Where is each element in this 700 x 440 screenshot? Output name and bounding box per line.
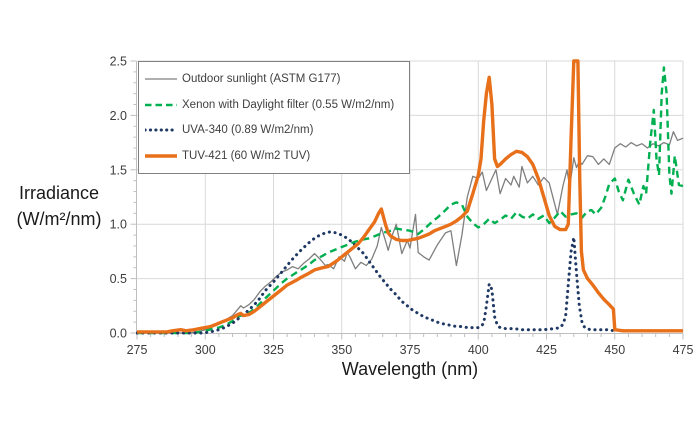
legend-label-tuv-421: TUV-421 (60 W/m2 TUV) (182, 150, 311, 163)
x-axis-tick-label: 275 (127, 343, 148, 357)
x-axis-tick-label: 475 (673, 343, 694, 357)
x-axis-tick-label: 450 (604, 343, 625, 357)
x-axis-tick-label: 350 (331, 343, 352, 357)
y-axis-tick-label: 1.5 (110, 163, 127, 177)
legend-item-outdoor-sunlight: Outdoor sunlight (ASTM G177) (145, 68, 403, 90)
x-axis-tick-label: 400 (468, 343, 489, 357)
legend-line-sample-xenon-icon (145, 103, 177, 106)
series-tuv-421 (137, 59, 683, 334)
y-axis-title-line1: Irradiance (18, 183, 100, 203)
y-axis-tick-label: 2.0 (110, 109, 127, 123)
legend-item-uva-340: UVA-340 (0.89 W/m2/nm) (145, 119, 403, 141)
legend-item-tuv-421: TUV-421 (60 W/m2 TUV) (145, 145, 403, 167)
x-axis-tick-label: 300 (195, 343, 216, 357)
y-axis-title: Irradiance (W/m²/nm) (0, 180, 118, 232)
series-xenon-daylight-filter (137, 66, 684, 335)
legend-item-xenon: Xenon with Daylight filter (0.55 W/m2/nm… (145, 94, 403, 116)
chart-legend: Outdoor sunlight (ASTM G177) Xenon with … (138, 61, 410, 174)
legend-label-uva-340: UVA-340 (0.89 W/m2/nm) (182, 124, 314, 137)
y-axis-tick-label: 0.0 (110, 327, 127, 341)
y-axis-tick-label: 0.5 (110, 272, 127, 286)
x-axis-tick-label: 325 (263, 343, 284, 357)
y-axis-tick-label: 1.0 (110, 218, 127, 232)
series-outdoor-sunlight (137, 131, 684, 334)
y-axis-title-line2: (W/m²/nm) (16, 209, 102, 230)
x-axis-tick-label: 425 (536, 343, 557, 357)
y-axis-tick-label: 2.5 (110, 55, 127, 69)
legend-label-outdoor-sunlight: Outdoor sunlight (ASTM G177) (182, 72, 341, 85)
legend-line-sample-uva-340-icon (145, 128, 177, 132)
legend-line-sample-outdoor-sunlight-icon (145, 78, 177, 80)
series-uva-340 (136, 230, 617, 335)
x-axis-tick-label: 375 (400, 343, 421, 357)
legend-line-sample-tuv-421-icon (145, 154, 177, 158)
legend-label-xenon: Xenon with Daylight filter (0.55 W/m2/nm… (182, 98, 395, 111)
x-axis-title: Wavelength (nm) (341, 359, 479, 379)
